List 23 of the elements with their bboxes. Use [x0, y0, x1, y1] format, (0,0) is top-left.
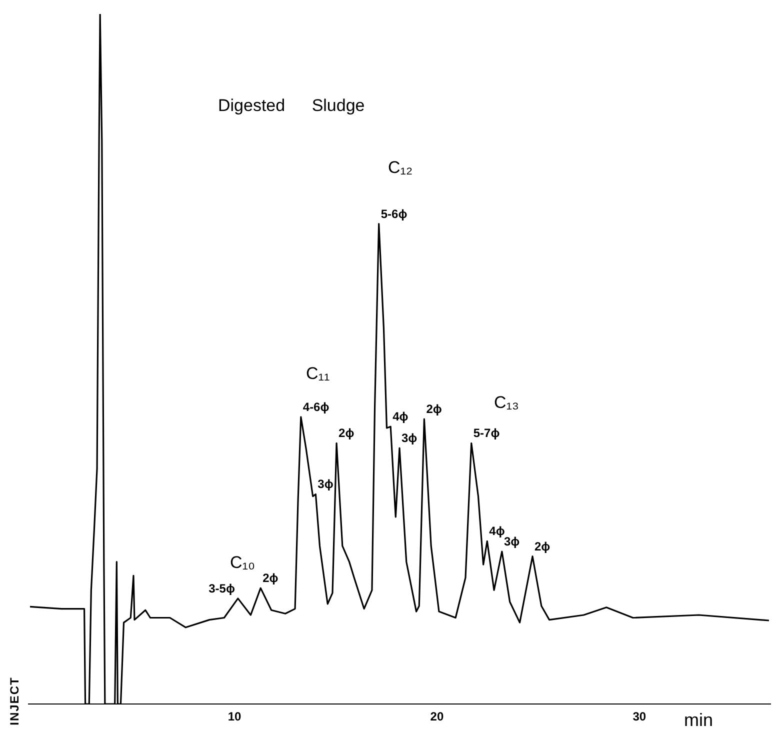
annotation: 3ϕ — [318, 477, 334, 492]
annotation: C₁₂ — [388, 158, 413, 178]
text: Digested Sludge — [218, 96, 365, 116]
annotation: 4-6ϕ — [302, 400, 330, 414]
annotation: 2ϕ — [338, 426, 354, 440]
annotation: 2ϕ — [262, 571, 278, 586]
text: INJECT — [7, 676, 22, 726]
annotation: C₁₁ — [306, 364, 330, 384]
annotation: 5-7ϕ — [473, 426, 500, 440]
annotation: 3ϕ — [402, 431, 418, 446]
annotation: 3-5ϕ — [208, 581, 235, 596]
annotation: 5-6ϕ — [380, 206, 408, 221]
x-tick-label: 20 — [430, 710, 444, 724]
annotation: 4ϕ — [392, 410, 408, 424]
annotation: C₁₃ — [494, 393, 519, 413]
annotation: 2ϕ — [426, 402, 442, 416]
x-tick-label: 30 — [632, 710, 646, 724]
x-tick-label: 10 — [228, 710, 242, 724]
annotation: C₁₀ — [230, 553, 256, 573]
annotation: 3ϕ — [504, 534, 520, 549]
x-axis-title: min — [684, 710, 713, 730]
annotation: 2ϕ — [534, 539, 550, 554]
annotation: 4ϕ — [489, 524, 505, 538]
